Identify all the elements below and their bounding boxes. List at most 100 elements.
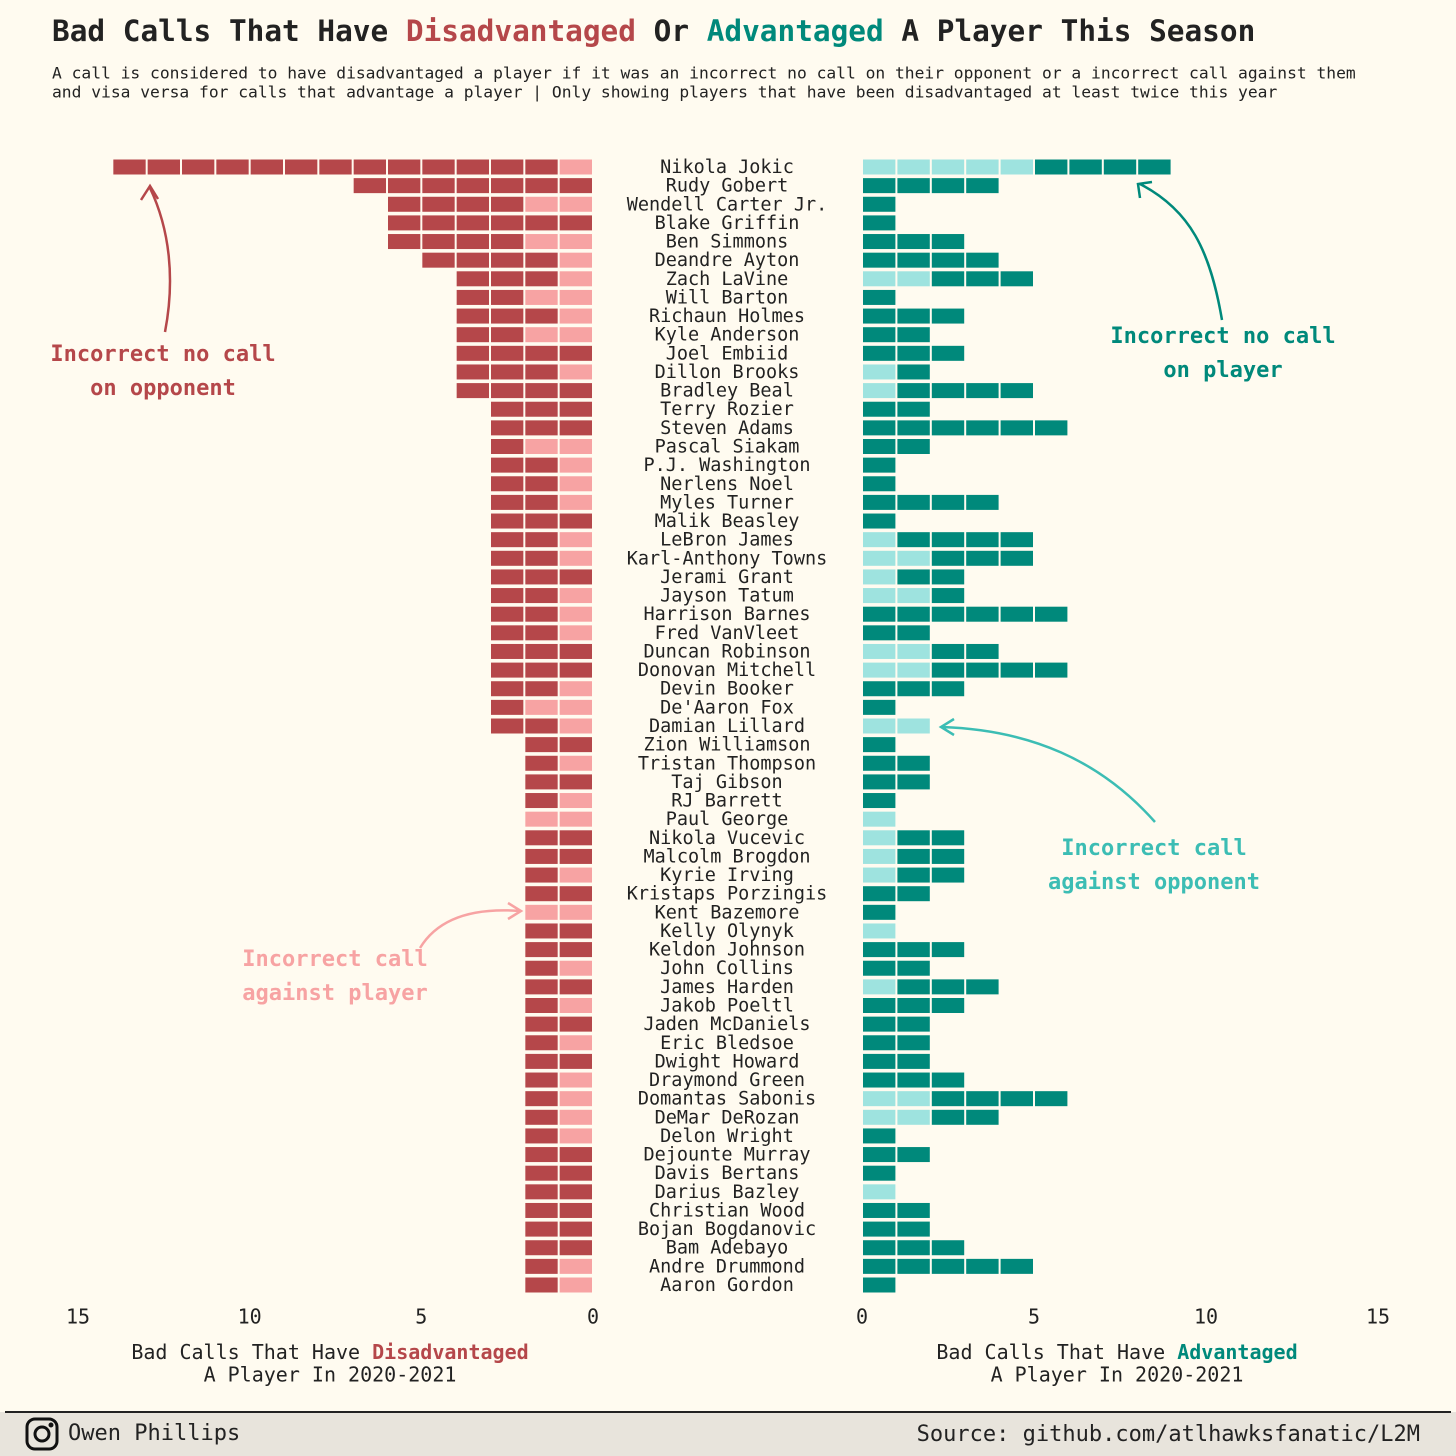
square <box>863 1221 896 1237</box>
subtitle: and visa versa for calls that advantage … <box>52 83 1277 102</box>
square <box>897 364 930 380</box>
square <box>897 960 930 976</box>
x-axis-label-part: Bad Calls That Have <box>936 1340 1165 1364</box>
square <box>491 234 524 250</box>
square <box>931 420 965 436</box>
square <box>897 1053 930 1069</box>
title-part: Advantaged <box>707 14 884 48</box>
square <box>559 215 592 231</box>
square <box>525 886 558 902</box>
square <box>388 178 421 194</box>
square <box>863 550 896 566</box>
square <box>559 1109 592 1125</box>
square <box>388 215 421 231</box>
square <box>525 979 558 995</box>
square <box>559 904 592 920</box>
square <box>525 960 558 976</box>
square <box>863 1053 896 1069</box>
square <box>525 699 558 715</box>
square <box>931 662 965 678</box>
square <box>863 811 896 827</box>
square <box>897 1072 930 1088</box>
square <box>525 383 558 399</box>
square <box>897 681 930 697</box>
square <box>966 1258 999 1274</box>
square <box>863 1091 896 1107</box>
square <box>559 662 592 678</box>
square <box>525 1277 558 1293</box>
square <box>525 923 558 939</box>
square <box>113 159 146 175</box>
square <box>525 1109 558 1125</box>
square <box>1000 420 1033 436</box>
player-label: Ben Simmons <box>666 232 789 253</box>
player-label: DeMar DeRozan <box>655 1107 800 1128</box>
square <box>863 159 896 175</box>
square <box>388 196 421 212</box>
square <box>559 420 592 436</box>
square <box>897 550 930 566</box>
square <box>863 401 896 417</box>
square <box>863 1109 896 1125</box>
square <box>863 345 896 361</box>
square <box>863 420 896 436</box>
square <box>897 643 930 659</box>
square <box>897 755 930 771</box>
title-part: Or <box>636 14 707 48</box>
player-label: Jerami Grant <box>660 567 794 588</box>
square <box>863 1128 896 1144</box>
square <box>491 178 524 194</box>
square <box>931 588 965 604</box>
square <box>525 345 558 361</box>
square <box>422 178 455 194</box>
square <box>525 178 558 194</box>
square <box>525 1165 558 1181</box>
square <box>863 271 896 287</box>
player-label: Karl-Anthony Towns <box>627 548 827 569</box>
square <box>525 420 558 436</box>
arrows <box>139 180 1224 949</box>
player-label: Bam Adebayo <box>666 1238 789 1259</box>
player-label: Myles Turner <box>660 492 794 513</box>
square <box>559 1240 592 1256</box>
square <box>931 998 965 1013</box>
square <box>559 1035 592 1051</box>
square <box>1138 159 1171 175</box>
square <box>422 196 455 212</box>
square <box>966 494 999 510</box>
square <box>491 606 524 622</box>
square <box>491 476 524 492</box>
square <box>863 942 896 958</box>
square <box>931 532 965 548</box>
square <box>931 252 965 268</box>
square <box>559 848 592 864</box>
square <box>931 308 965 324</box>
instagram-icon <box>25 1417 59 1451</box>
square <box>966 532 999 548</box>
player-label: LeBron James <box>660 530 794 551</box>
square <box>456 252 489 268</box>
square <box>525 513 558 529</box>
x-tick-label: 0 <box>587 1305 599 1329</box>
square <box>559 793 592 809</box>
player-label: Kyle Anderson <box>655 325 800 346</box>
player-label: Draymond Green <box>649 1070 805 1091</box>
square <box>863 476 896 492</box>
square <box>559 606 592 622</box>
square <box>897 718 930 734</box>
player-label: Harrison Barnes <box>643 604 810 625</box>
player-label: Aaron Gordon <box>660 1275 794 1296</box>
square <box>559 811 592 827</box>
square <box>491 439 524 454</box>
square <box>491 625 524 641</box>
square <box>863 234 896 250</box>
square <box>931 159 965 175</box>
player-label: Taj Gibson <box>671 772 782 793</box>
square <box>897 1240 930 1256</box>
player-label: De'Aaron Fox <box>660 697 794 718</box>
square <box>931 1240 965 1256</box>
square <box>456 178 489 194</box>
square <box>491 327 524 343</box>
square <box>456 327 489 343</box>
square <box>931 681 965 697</box>
